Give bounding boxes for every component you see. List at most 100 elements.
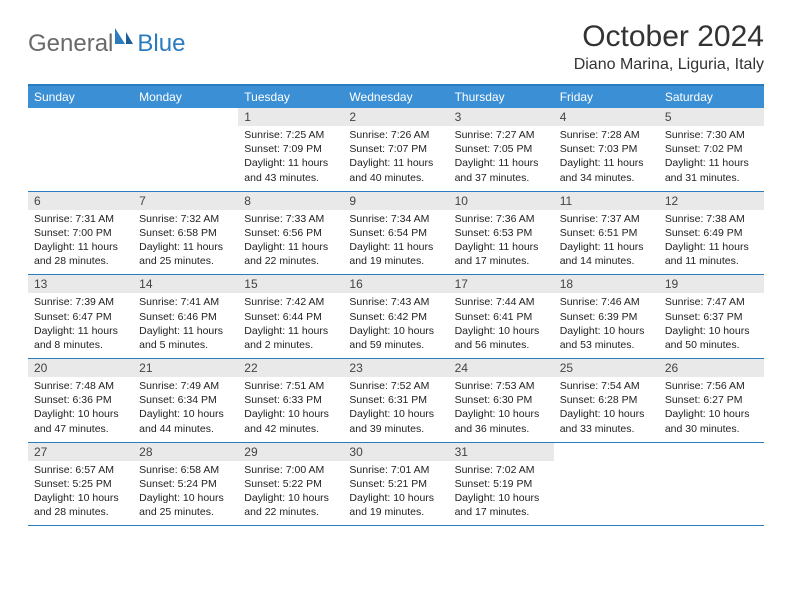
day-cell: 4 Sunrise: 7:28 AMSunset: 7:03 PMDaylight… <box>554 108 659 191</box>
daylight-text: Daylight: 10 hours and 36 minutes. <box>455 407 548 435</box>
sunset-text: Sunset: 6:51 PM <box>560 226 653 240</box>
day-number: 1 <box>238 108 343 126</box>
day-body: Sunrise: 7:48 AMSunset: 6:36 PMDaylight:… <box>28 377 133 442</box>
day-number: 18 <box>554 275 659 293</box>
day-cell: 29Sunrise: 7:00 AMSunset: 5:22 PMDayligh… <box>238 443 343 526</box>
sunset-text: Sunset: 7:03 PM <box>560 142 653 156</box>
sunrise-text: Sunrise: 7:27 AM <box>455 128 548 142</box>
sunset-text: Sunset: 7:07 PM <box>349 142 442 156</box>
day-number: 15 <box>238 275 343 293</box>
day-number: 11 <box>554 192 659 210</box>
sunset-text: Sunset: 6:33 PM <box>244 393 337 407</box>
dow-saturday: Saturday <box>659 86 764 108</box>
day-cell: 1Sunrise: 7:25 AMSunset: 7:09 PMDaylight… <box>238 108 343 191</box>
day-body: Sunrise: 7:41 AMSunset: 6:46 PMDaylight:… <box>133 293 238 358</box>
sunset-text: Sunset: 6:53 PM <box>455 226 548 240</box>
sunset-text: Sunset: 6:41 PM <box>455 310 548 324</box>
day-body: Sunrise: 7:44 AMSunset: 6:41 PMDaylight:… <box>449 293 554 358</box>
sunset-text: Sunset: 5:19 PM <box>455 477 548 491</box>
day-number: 5 <box>659 108 764 126</box>
sunrise-text: Sunrise: 7:51 AM <box>244 379 337 393</box>
logo-text-blue: Blue <box>137 30 185 58</box>
day-number: 29 <box>238 443 343 461</box>
daylight-text: Daylight: 10 hours and 28 minutes. <box>34 491 127 519</box>
logo-text-general: General <box>28 30 113 58</box>
day-body: Sunrise: 7:33 AMSunset: 6:56 PMDaylight:… <box>238 210 343 275</box>
day-number <box>659 443 764 461</box>
day-body: Sunrise: 7:53 AMSunset: 6:30 PMDaylight:… <box>449 377 554 442</box>
day-number: 21 <box>133 359 238 377</box>
sunrise-text: Sunrise: 7:53 AM <box>455 379 548 393</box>
day-body: Sunrise: 7:43 AMSunset: 6:42 PMDaylight:… <box>343 293 448 358</box>
day-cell: 3Sunrise: 7:27 AMSunset: 7:05 PMDaylight… <box>449 108 554 191</box>
day-cell: 25Sunrise: 7:54 AMSunset: 6:28 PMDayligh… <box>554 359 659 442</box>
day-number: 4 <box>554 108 659 126</box>
daylight-text: Daylight: 11 hours and 17 minutes. <box>455 240 548 268</box>
sunset-text: Sunset: 7:05 PM <box>455 142 548 156</box>
calendar: Sunday Monday Tuesday Wednesday Thursday… <box>28 84 764 526</box>
sunset-text: Sunset: 7:02 PM <box>665 142 758 156</box>
day-number: 31 <box>449 443 554 461</box>
sunset-text: Sunset: 6:58 PM <box>139 226 232 240</box>
day-number: 8 <box>238 192 343 210</box>
day-cell <box>28 108 133 191</box>
day-number: 26 <box>659 359 764 377</box>
day-body: Sunrise: 7:34 AMSunset: 6:54 PMDaylight:… <box>343 210 448 275</box>
daylight-text: Daylight: 10 hours and 19 minutes. <box>349 491 442 519</box>
daylight-text: Daylight: 11 hours and 34 minutes. <box>560 156 653 184</box>
day-body: Sunrise: 7:49 AMSunset: 6:34 PMDaylight:… <box>133 377 238 442</box>
day-body: Sunrise: 6:58 AMSunset: 5:24 PMDaylight:… <box>133 461 238 526</box>
day-number: 9 <box>343 192 448 210</box>
sunset-text: Sunset: 6:39 PM <box>560 310 653 324</box>
sunset-text: Sunset: 6:36 PM <box>34 393 127 407</box>
day-cell: 17Sunrise: 7:44 AMSunset: 6:41 PMDayligh… <box>449 275 554 358</box>
sunrise-text: Sunrise: 7:39 AM <box>34 295 127 309</box>
sunset-text: Sunset: 6:34 PM <box>139 393 232 407</box>
day-number: 30 <box>343 443 448 461</box>
sunset-text: Sunset: 7:00 PM <box>34 226 127 240</box>
sunset-text: Sunset: 5:22 PM <box>244 477 337 491</box>
dow-row: Sunday Monday Tuesday Wednesday Thursday… <box>28 86 764 108</box>
daylight-text: Daylight: 11 hours and 25 minutes. <box>139 240 232 268</box>
day-number: 13 <box>28 275 133 293</box>
sunrise-text: Sunrise: 7:36 AM <box>455 212 548 226</box>
sunrise-text: Sunrise: 7:52 AM <box>349 379 442 393</box>
daylight-text: Daylight: 10 hours and 53 minutes. <box>560 324 653 352</box>
day-number: 19 <box>659 275 764 293</box>
daylight-text: Daylight: 11 hours and 14 minutes. <box>560 240 653 268</box>
sunset-text: Sunset: 6:46 PM <box>139 310 232 324</box>
day-cell: 12Sunrise: 7:38 AMSunset: 6:49 PMDayligh… <box>659 192 764 275</box>
dow-tuesday: Tuesday <box>238 86 343 108</box>
sunset-text: Sunset: 5:25 PM <box>34 477 127 491</box>
day-body: Sunrise: 7:56 AMSunset: 6:27 PMDaylight:… <box>659 377 764 442</box>
sunset-text: Sunset: 6:28 PM <box>560 393 653 407</box>
dow-thursday: Thursday <box>449 86 554 108</box>
week-row: 1Sunrise: 7:25 AMSunset: 7:09 PMDaylight… <box>28 108 764 192</box>
day-cell: 20Sunrise: 7:48 AMSunset: 6:36 PMDayligh… <box>28 359 133 442</box>
day-cell: 2Sunrise: 7:26 AMSunset: 7:07 PMDaylight… <box>343 108 448 191</box>
sunrise-text: Sunrise: 7:25 AM <box>244 128 337 142</box>
day-body: Sunrise: 7:26 AMSunset: 7:07 PMDaylight:… <box>343 126 448 191</box>
sunset-text: Sunset: 6:44 PM <box>244 310 337 324</box>
sunset-text: Sunset: 6:37 PM <box>665 310 758 324</box>
day-cell: 6Sunrise: 7:31 AMSunset: 7:00 PMDaylight… <box>28 192 133 275</box>
day-number: 27 <box>28 443 133 461</box>
sunrise-text: Sunrise: 7:26 AM <box>349 128 442 142</box>
daylight-text: Daylight: 11 hours and 19 minutes. <box>349 240 442 268</box>
day-body: Sunrise: 7:47 AMSunset: 6:37 PMDaylight:… <box>659 293 764 358</box>
day-cell: 27Sunrise: 6:57 AMSunset: 5:25 PMDayligh… <box>28 443 133 526</box>
day-number: 20 <box>28 359 133 377</box>
day-body: Sunrise: 7:30 AMSunset: 7:02 PMDaylight:… <box>659 126 764 191</box>
day-cell: 19Sunrise: 7:47 AMSunset: 6:37 PMDayligh… <box>659 275 764 358</box>
day-number: 6 <box>28 192 133 210</box>
day-body: Sunrise: 7:36 AMSunset: 6:53 PMDaylight:… <box>449 210 554 275</box>
week-row: 20Sunrise: 7:48 AMSunset: 6:36 PMDayligh… <box>28 359 764 443</box>
sunrise-text: Sunrise: 7:31 AM <box>34 212 127 226</box>
day-cell: 22Sunrise: 7:51 AMSunset: 6:33 PMDayligh… <box>238 359 343 442</box>
day-body: Sunrise: 7:00 AMSunset: 5:22 PMDaylight:… <box>238 461 343 526</box>
sunrise-text: Sunrise: 7:00 AM <box>244 463 337 477</box>
sunrise-text: Sunrise: 7:28 AM <box>560 128 653 142</box>
sunrise-text: Sunrise: 7:41 AM <box>139 295 232 309</box>
day-body: Sunrise: 7:51 AMSunset: 6:33 PMDaylight:… <box>238 377 343 442</box>
sunrise-text: Sunrise: 7:48 AM <box>34 379 127 393</box>
